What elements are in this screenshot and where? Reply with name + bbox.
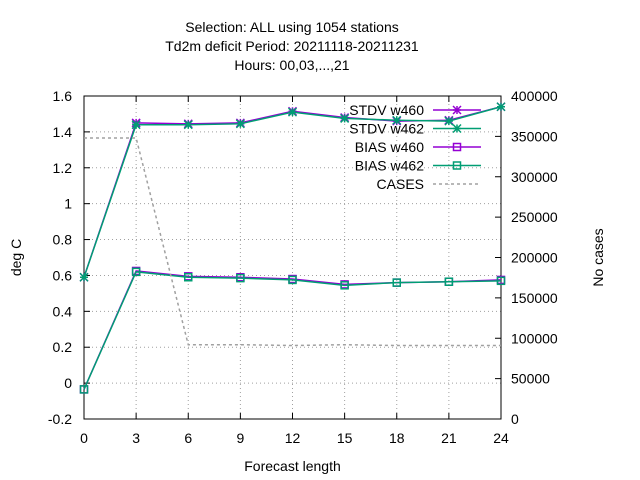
legend-label: CASES [377, 176, 424, 192]
data-point [340, 113, 350, 123]
data-point [79, 385, 89, 394]
legend: STDV w460 STDV w462 BIAS w460 BIAS w462 CASE… [349, 102, 481, 192]
legend-marker [452, 161, 462, 170]
data-point [496, 102, 506, 112]
legend-item: BIAS w460 [355, 139, 481, 155]
data-point [131, 267, 141, 277]
y-tick-label: 0.8 [53, 232, 73, 248]
y-tick-labels: -0.2 0 0.2 0.4 0.6 0.8 1 1.2 1.4 1.6 [48, 88, 72, 427]
y-tick-label: 1 [64, 196, 72, 212]
y-tick-label: 0.6 [53, 267, 73, 283]
x-tick-label: 15 [337, 430, 353, 446]
y-tick-label: 0.2 [53, 339, 73, 355]
y2-tick-label: 200000 [511, 250, 558, 266]
series-line [84, 137, 501, 347]
data-point [287, 107, 298, 117]
marker-stroke [79, 272, 89, 282]
legend-label: BIAS w462 [355, 158, 424, 174]
y2-axis-label: No cases [590, 228, 606, 286]
marker-stroke [183, 120, 193, 130]
series-bias-w462 [79, 267, 506, 394]
x-tick-label: 0 [80, 430, 88, 446]
y2-tick-label: 250000 [511, 209, 558, 225]
x-tick-label: 18 [389, 430, 405, 446]
marker-stroke [235, 119, 245, 129]
data-point [183, 120, 193, 130]
x-tick-label: 9 [236, 430, 244, 446]
y2-tick-label: 100000 [511, 330, 558, 346]
marker-stroke [131, 120, 141, 130]
marker-stroke [340, 113, 350, 123]
legend-label: BIAS w460 [355, 139, 424, 155]
series-bias-w460 [79, 266, 506, 394]
series-line [83, 271, 502, 390]
y-tick-label: 0 [64, 375, 72, 391]
series-group [79, 102, 506, 394]
legend-marker [452, 105, 462, 115]
data-point [236, 273, 245, 283]
data-point [184, 272, 193, 282]
y2-tick-label: 150000 [511, 290, 558, 306]
marker-stroke [392, 115, 402, 125]
marker-stroke [452, 105, 462, 115]
legend-marker [452, 123, 462, 134]
y2-tick-label: 400000 [511, 88, 558, 104]
data-point [392, 278, 401, 287]
x-axis-label: Forecast length [244, 458, 341, 474]
legend-item: CASES [377, 176, 481, 192]
y-axis-label: deg C [8, 239, 24, 276]
y-tick-label: -0.2 [48, 411, 72, 427]
data-point [444, 116, 454, 126]
data-point [79, 272, 89, 282]
y-tick-label: 1.2 [53, 160, 73, 176]
x-tick-label: 3 [132, 430, 140, 446]
x-tick-label: 24 [493, 430, 509, 446]
legend-item: STDV w460 [349, 102, 481, 118]
grid [84, 96, 501, 419]
legend-marker [452, 142, 462, 152]
legend-label: STDV w460 [349, 102, 424, 118]
axis-ticks [83, 95, 502, 420]
marker-stroke [287, 107, 298, 117]
data-point [496, 276, 506, 286]
x-tick-labels: 0 3 6 9 12 15 18 21 24 [80, 430, 509, 446]
data-point [444, 277, 454, 286]
marker-stroke [452, 123, 462, 134]
marker-stroke [444, 116, 454, 126]
x-tick-label: 12 [285, 430, 301, 446]
title-line-2: Td2m deficit Period: 20211118-20211231 [165, 38, 419, 54]
series-cases [84, 137, 501, 347]
x-tick-label: 21 [441, 430, 457, 446]
chart-title: Selection: ALL using 1054 stations Td2m d… [165, 19, 419, 73]
y2-tick-label: 300000 [511, 169, 558, 185]
y-tick-label: 1.6 [53, 88, 73, 104]
data-point [340, 281, 349, 290]
legend-label: STDV w462 [349, 121, 424, 137]
marker-stroke [496, 102, 506, 112]
x-tick-label: 6 [184, 430, 192, 446]
legend-item: STDV w462 [349, 121, 481, 137]
data-point [235, 119, 245, 129]
title-line-1: Selection: ALL using 1054 stations [185, 19, 399, 35]
y-tick-label: 1.4 [53, 124, 73, 140]
legend-item: BIAS w462 [355, 158, 481, 174]
series-stdv-w462 [79, 102, 506, 282]
y2-tick-label: 350000 [511, 128, 558, 144]
y2-tick-labels: 0 50000 100000 150000 200000 250000 300000 3500… [511, 88, 558, 427]
data-point [131, 120, 141, 130]
y2-tick-label: 0 [511, 411, 519, 427]
title-line-3: Hours: 00,03,...,21 [234, 57, 349, 73]
y-tick-label: 0.4 [53, 303, 73, 319]
y2-tick-label: 50000 [511, 371, 550, 387]
data-point [392, 115, 402, 125]
data-point [288, 275, 297, 285]
